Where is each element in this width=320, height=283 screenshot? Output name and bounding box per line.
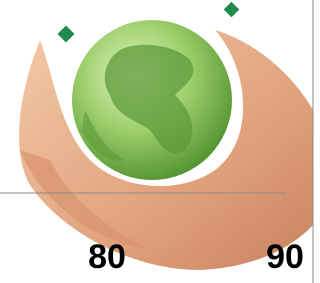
slide: 80 90 xyxy=(0,0,318,283)
axis-label: 80 xyxy=(88,238,126,276)
diamond-marker xyxy=(224,2,240,18)
diamond-marker xyxy=(58,26,75,43)
axis-label: 90 xyxy=(266,238,304,276)
page: 80 90 (() => { const data = JSON.parse(d… xyxy=(0,0,320,283)
hands-illustration xyxy=(19,20,313,270)
